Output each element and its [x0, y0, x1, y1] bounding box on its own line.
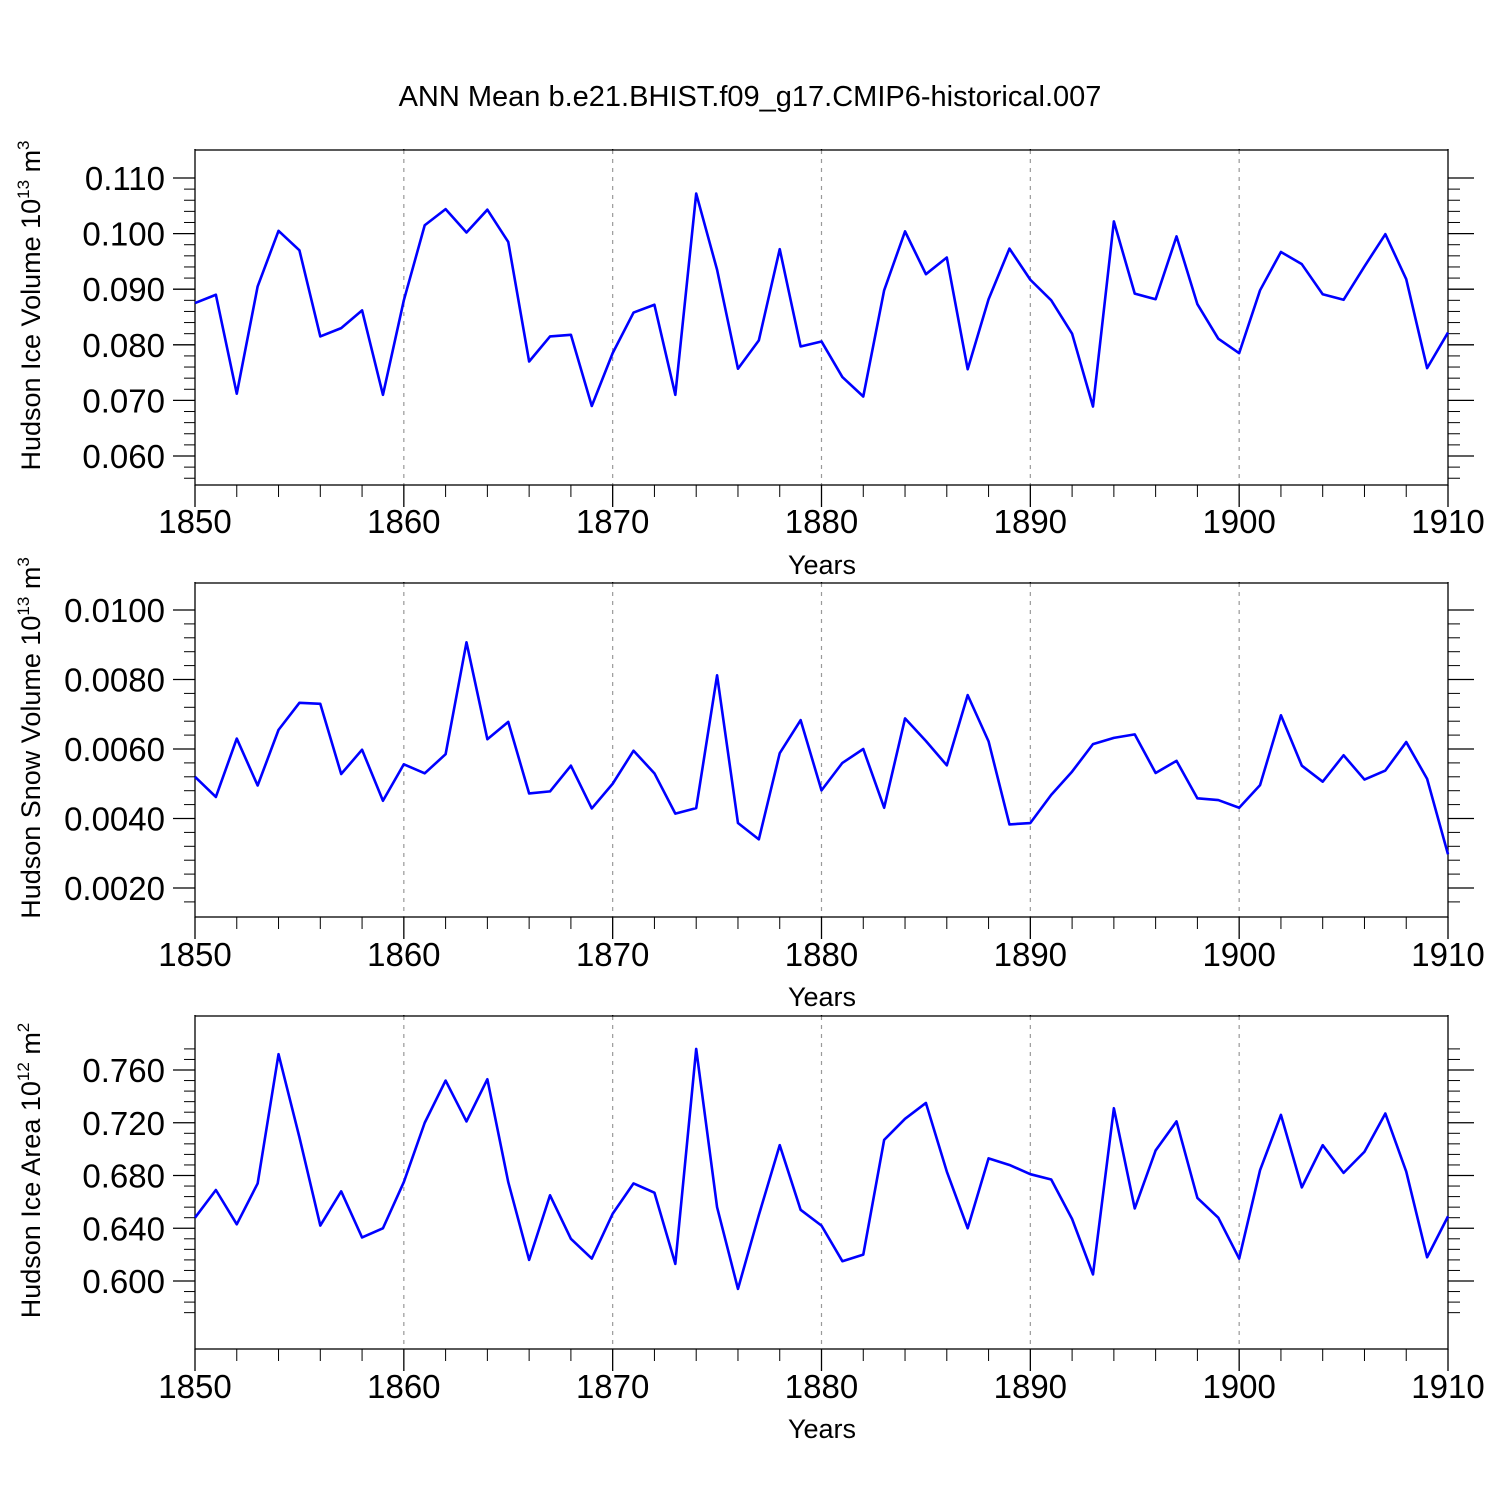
y-axis-label-unit: m	[16, 1032, 46, 1062]
plot-frame	[194, 149, 1449, 486]
y-axis-label-unit-exponent: 3	[14, 557, 33, 566]
panel-ice-area: 0.600 0.640 0.680 0.720 0.760 1850 1860 1870 188…	[14, 1015, 1485, 1444]
y-axis-label-unit-exponent: 3	[14, 140, 33, 149]
y-tick-label: 0.070	[82, 382, 165, 419]
y-tick-label: 0.0100	[64, 592, 165, 629]
y-tick-label: 0.0080	[64, 662, 165, 699]
y-tick-label: 0.0040	[64, 801, 165, 838]
panel-ice-volume: 0.060 0.070 0.080 0.090 0.100 0.110 1850 1860 18…	[14, 140, 1485, 580]
y-tick-label: 0.0060	[64, 731, 165, 768]
x-tick-label: 1850	[158, 1368, 231, 1405]
chart-title: ANN Mean b.e21.BHIST.f09_g17.CMIP6-histo…	[399, 81, 1102, 113]
x-tick-label: 1890	[994, 503, 1067, 540]
x-tick-label: 1910	[1411, 1368, 1484, 1405]
x-tick-label: 1910	[1411, 503, 1484, 540]
x-axis-label: Years	[788, 1414, 856, 1444]
plot-frame	[194, 1015, 1449, 1350]
x-tick-label: 1880	[785, 1368, 858, 1405]
x-tick-label: 1910	[1411, 936, 1484, 973]
x-tick-label: 1870	[576, 503, 649, 540]
y-tick-label: 0.090	[82, 271, 165, 308]
x-tick-label: 1860	[367, 1368, 440, 1405]
x-tick-label: 1880	[785, 503, 858, 540]
y-axis-label: Hudson Ice Volume 1013 m3	[14, 140, 46, 470]
y-axis-label: Hudson Snow Volume 1013 m3	[14, 557, 46, 919]
x-tick-label: 1890	[994, 1368, 1067, 1405]
y-axis-label-main: Hudson Snow Volume 10	[16, 616, 46, 919]
y-tick-label: 0.080	[82, 327, 165, 364]
y-axis-label-main: Hudson Ice Area 10	[16, 1081, 46, 1318]
x-tick-label: 1860	[367, 936, 440, 973]
y-tick-label: 0.0020	[64, 870, 165, 907]
y-tick-label: 0.760	[82, 1052, 165, 1089]
x-tick-label: 1860	[367, 503, 440, 540]
y-tick-label: 0.600	[82, 1263, 165, 1300]
x-axis-label: Years	[788, 982, 856, 1012]
y-tick-label: 0.640	[82, 1210, 165, 1247]
y-tick-label: 0.720	[82, 1105, 165, 1142]
x-tick-label: 1890	[994, 936, 1067, 973]
y-axis-label-exponent: 13	[14, 597, 33, 616]
x-tick-label: 1900	[1202, 503, 1275, 540]
x-tick-label: 1870	[576, 1368, 649, 1405]
x-tick-label: 1880	[785, 936, 858, 973]
y-axis-label-unit-exponent: 2	[14, 1023, 33, 1032]
y-tick-label: 0.100	[82, 216, 165, 253]
panel-snow-volume: 0.0020 0.0040 0.0060 0.0080 0.0100 1850 1860 18…	[14, 557, 1485, 1012]
y-axis-label-unit: m	[16, 150, 46, 180]
y-axis-label-exponent: 12	[14, 1062, 33, 1081]
x-tick-label: 1900	[1202, 1368, 1275, 1405]
plot-frame	[194, 582, 1449, 918]
y-axis-label-unit: m	[16, 567, 46, 597]
y-tick-label: 0.060	[82, 438, 165, 475]
y-axis-label: Hudson Ice Area 1012 m2	[14, 1023, 46, 1319]
y-axis-label-exponent: 13	[14, 180, 33, 199]
x-tick-label: 1900	[1202, 936, 1275, 973]
y-axis-label-main: Hudson Ice Volume 10	[16, 199, 46, 471]
x-tick-label: 1850	[158, 503, 231, 540]
x-axis-label: Years	[788, 550, 856, 580]
x-tick-label: 1870	[576, 936, 649, 973]
y-tick-label: 0.680	[82, 1158, 165, 1195]
y-tick-label: 0.110	[85, 160, 165, 197]
x-tick-label: 1850	[158, 936, 231, 973]
